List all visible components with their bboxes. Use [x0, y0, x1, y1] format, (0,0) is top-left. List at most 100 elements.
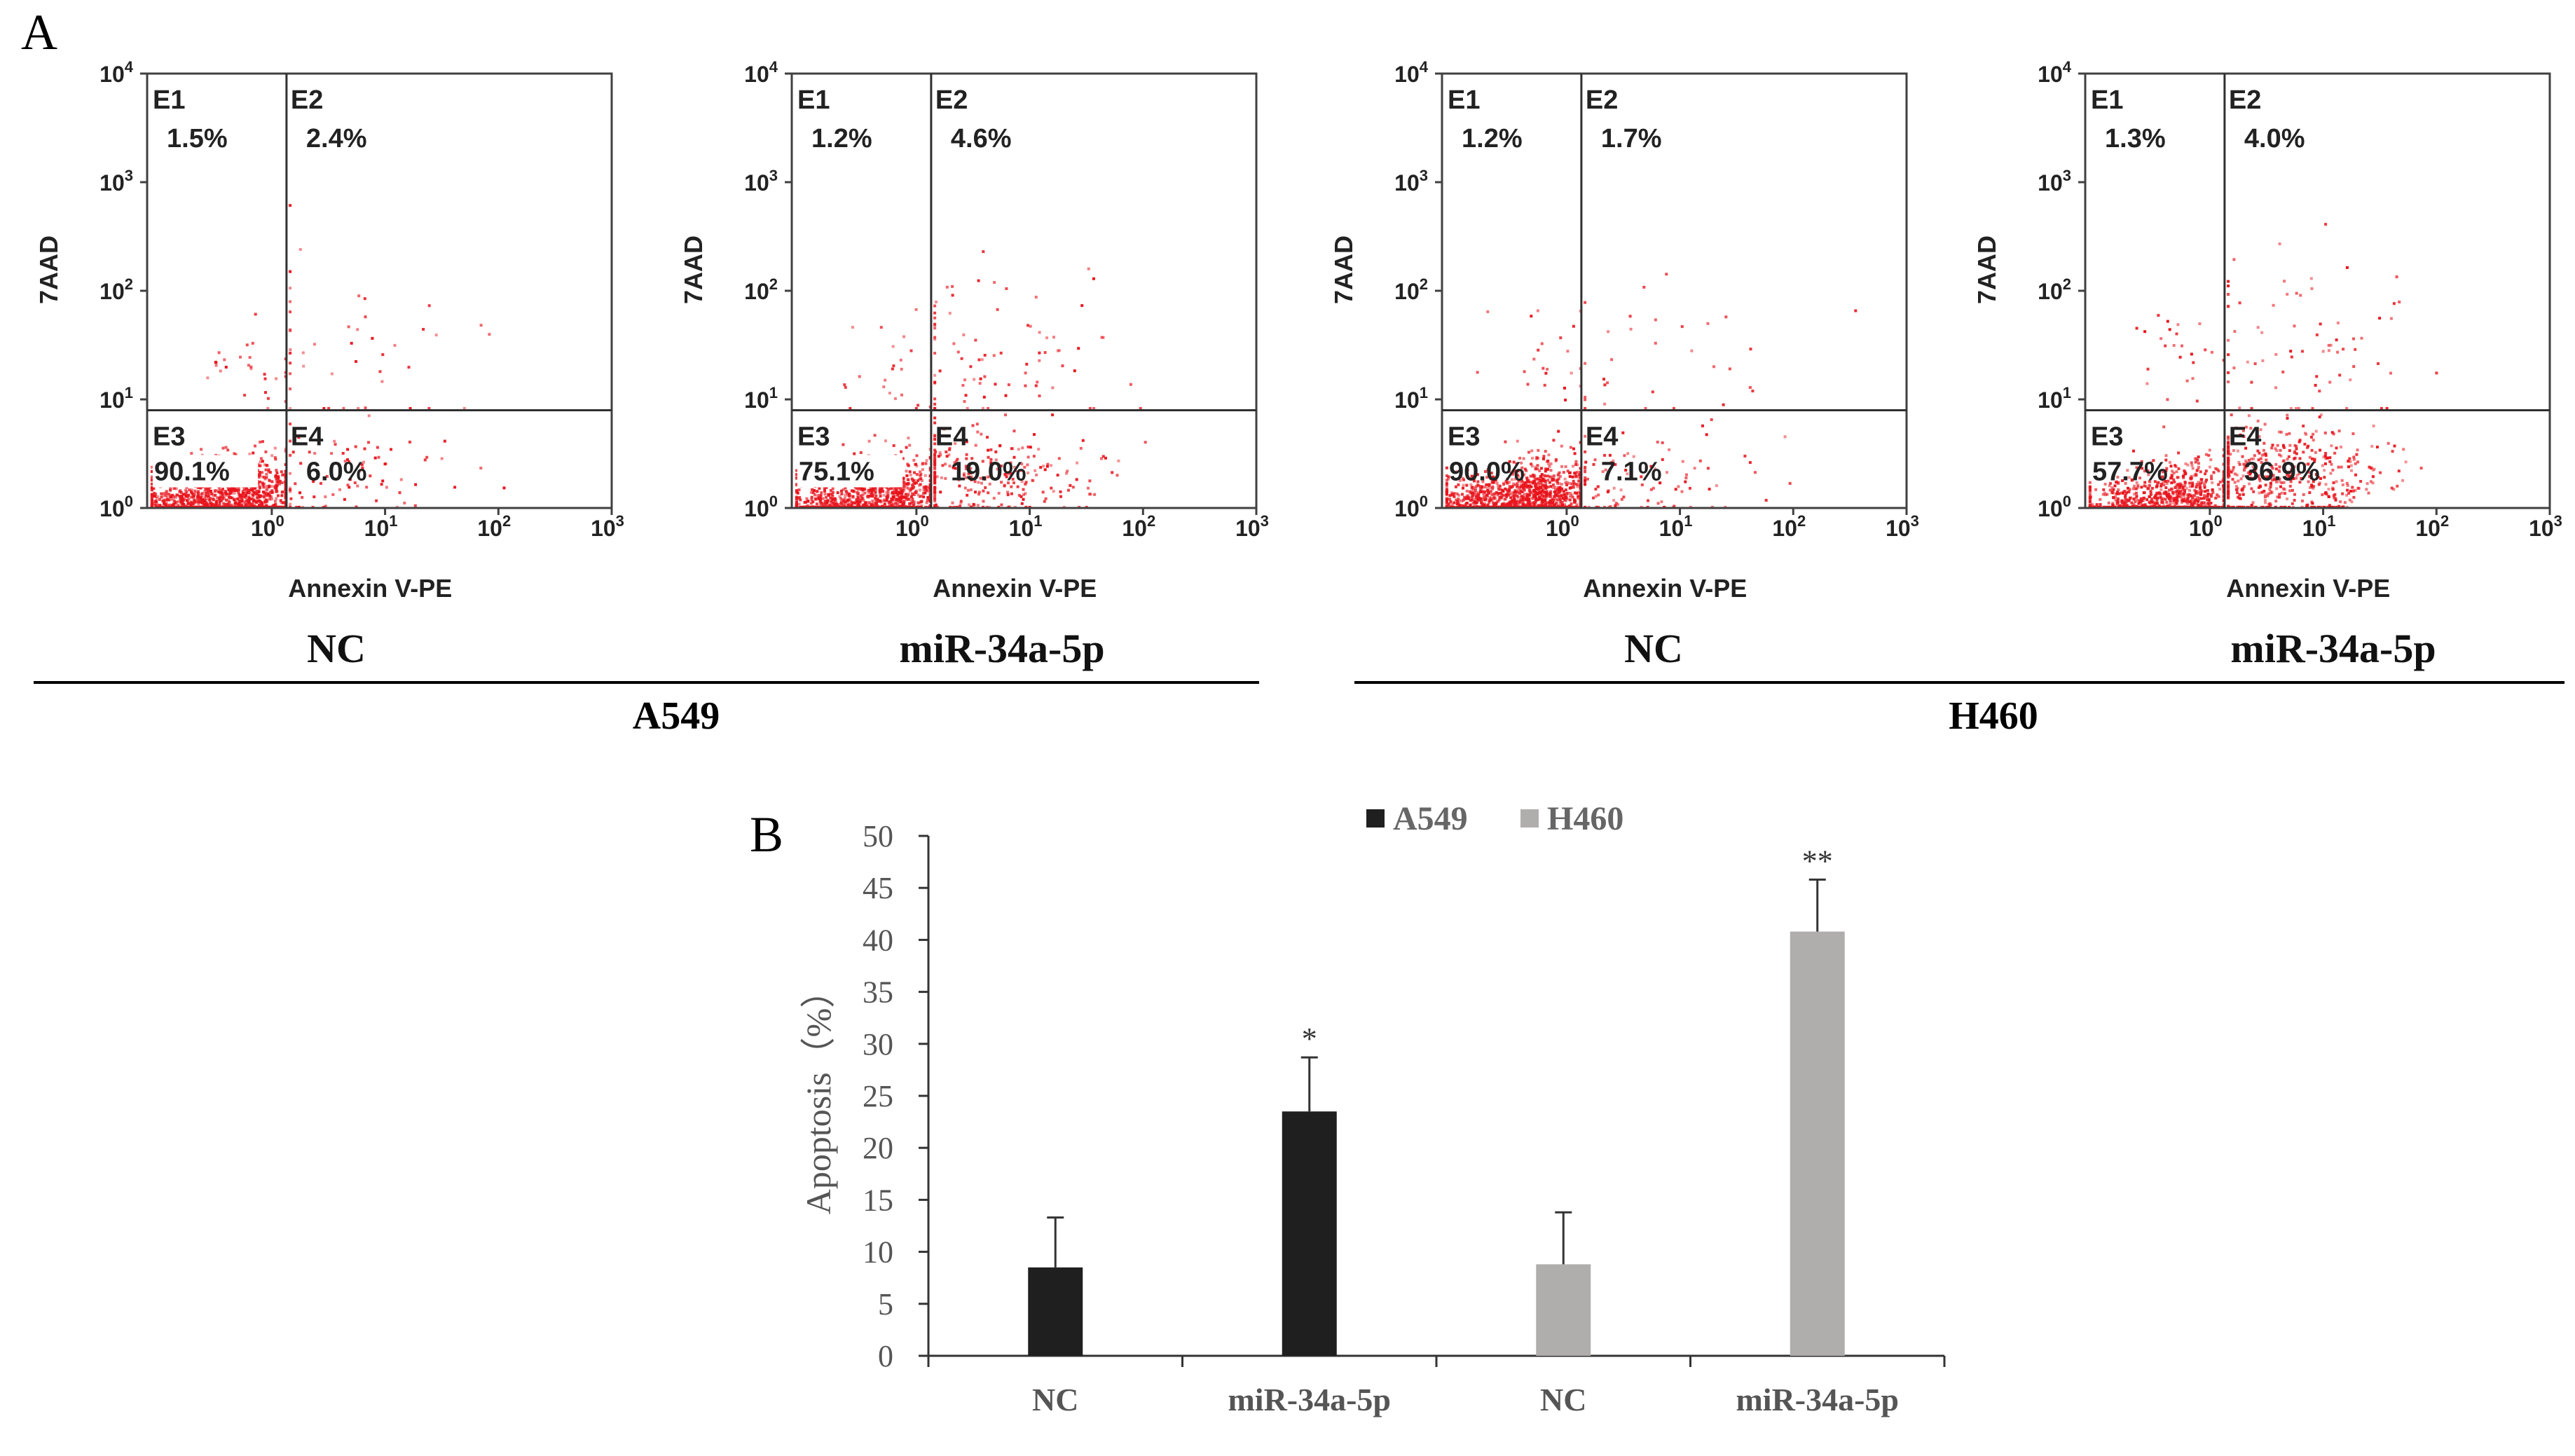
event-dot — [1550, 462, 1553, 465]
event-dot — [913, 472, 916, 474]
event-dot — [2190, 461, 2193, 464]
event-dot — [1446, 482, 1448, 485]
event-dot — [1699, 460, 1702, 462]
event-dot — [879, 490, 881, 493]
event-dot — [400, 479, 403, 481]
event-dot — [982, 500, 985, 502]
event-dot — [813, 489, 816, 492]
event-dot — [970, 488, 973, 491]
event-dot — [1754, 471, 1757, 474]
event-dot — [198, 498, 200, 501]
event-dot — [885, 491, 888, 494]
event-dot — [174, 500, 177, 503]
event-dot — [1460, 500, 1463, 502]
event-dot — [892, 345, 895, 348]
x-tick-label: 103 — [1886, 512, 1919, 541]
event-dot — [2174, 490, 2177, 493]
event-dot — [912, 483, 914, 486]
event-dot — [2191, 483, 2194, 486]
event-dot — [959, 502, 962, 504]
event-dot — [826, 499, 829, 502]
event-dot — [898, 492, 901, 495]
event-dot — [933, 497, 936, 500]
event-dot — [2109, 489, 2112, 492]
event-dot — [1549, 495, 1551, 498]
event-dot — [1566, 350, 1569, 352]
event-dot — [262, 486, 265, 488]
event-dot — [264, 451, 267, 453]
y-axis-title: 7AAD — [34, 235, 63, 304]
event-dot — [258, 465, 261, 467]
event-dot — [1556, 488, 1559, 491]
event-dot — [278, 483, 281, 486]
event-dot — [289, 301, 291, 303]
event-dot — [879, 495, 882, 497]
event-dot — [1563, 503, 1566, 506]
event-dot — [1473, 503, 1476, 506]
event-dot — [2132, 488, 2135, 490]
event-dot — [1042, 490, 1045, 493]
event-dot — [444, 440, 446, 443]
event-dot — [868, 440, 871, 443]
event-dot — [1565, 488, 1567, 491]
event-dot — [231, 487, 233, 490]
event-dot — [153, 495, 156, 497]
event-dot — [408, 441, 411, 444]
event-dot — [1525, 469, 1527, 472]
event-dot — [331, 493, 334, 496]
event-dot — [1527, 485, 1530, 488]
event-dot — [1565, 465, 1567, 468]
event-dot — [185, 490, 188, 493]
event-dot — [933, 397, 936, 400]
event-dot — [891, 368, 894, 371]
x-tick-label: 101 — [364, 512, 398, 541]
event-dot — [2215, 497, 2218, 500]
event-dot — [1533, 476, 1536, 479]
event-dot — [1560, 465, 1563, 468]
event-dot — [898, 495, 901, 498]
event-dot — [2148, 487, 2150, 490]
event-dot — [884, 379, 886, 382]
event-dot — [824, 493, 827, 495]
event-dot — [380, 380, 383, 383]
event-dot — [907, 465, 910, 467]
event-dot — [1541, 343, 1544, 345]
event-dot — [933, 473, 936, 476]
quadrant-value: 1.2% — [1462, 124, 1523, 153]
event-dot — [277, 494, 280, 497]
event-dot — [1576, 485, 1579, 488]
event-dot — [1072, 486, 1075, 488]
event-dot — [798, 496, 801, 499]
event-dot — [1677, 486, 1680, 488]
event-dot — [1546, 468, 1549, 471]
event-dot — [1544, 450, 1547, 453]
event-dot — [270, 485, 273, 488]
event-dot — [2209, 458, 2212, 461]
event-dot — [2117, 488, 2120, 491]
event-dot — [219, 491, 222, 494]
event-dot — [219, 503, 221, 506]
event-dot — [441, 458, 444, 460]
event-dot — [925, 488, 928, 490]
event-dot — [1594, 488, 1597, 490]
event-dot — [2216, 493, 2218, 496]
event-dot — [1569, 495, 1572, 497]
event-dot — [2134, 500, 2136, 503]
event-dot — [1057, 350, 1059, 352]
event-dot — [972, 424, 975, 427]
event-dot — [982, 250, 984, 253]
event-dot — [208, 499, 211, 502]
event-dot — [1111, 471, 1113, 474]
event-dot — [1013, 430, 1016, 432]
event-dot — [255, 490, 258, 493]
x-tick-label: 102 — [1772, 512, 1806, 541]
event-dot — [2205, 453, 2208, 456]
event-dot — [1534, 483, 1537, 486]
event-dot — [851, 326, 854, 329]
event-dot — [381, 353, 384, 356]
event-dot — [1577, 491, 1580, 494]
event-dot — [263, 495, 266, 498]
event-dot — [1446, 467, 1448, 469]
event-dot — [983, 376, 986, 378]
event-dot — [193, 500, 196, 503]
